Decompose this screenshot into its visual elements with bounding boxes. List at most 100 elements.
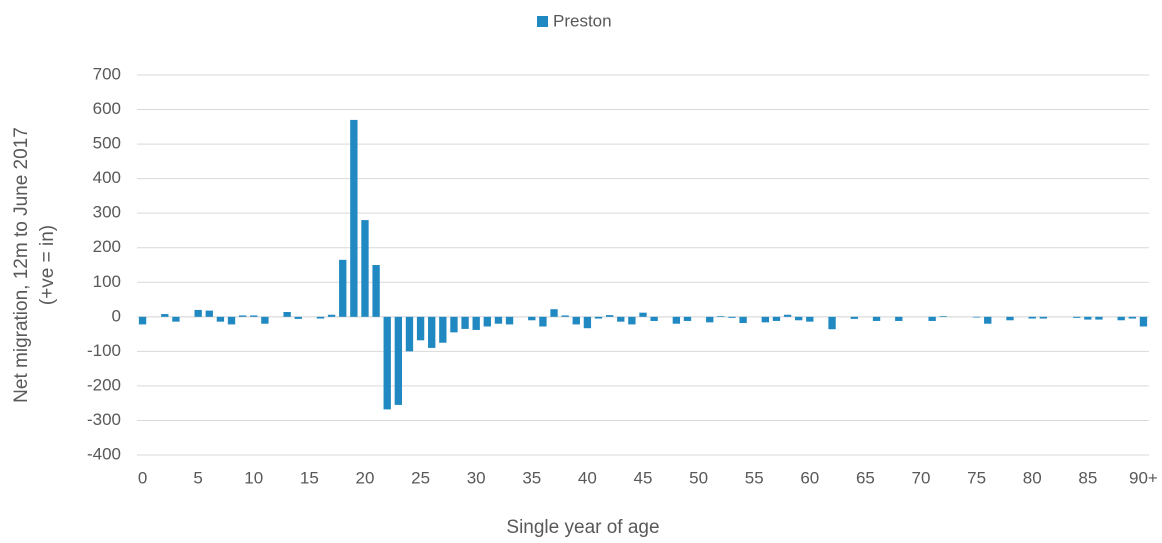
bar bbox=[583, 316, 592, 329]
bar bbox=[483, 316, 491, 327]
bar bbox=[561, 315, 569, 317]
y-axis-label: Net migration, 12m to June 2017 bbox=[11, 127, 32, 403]
x-tick-label: 45 bbox=[634, 468, 653, 487]
bar bbox=[172, 316, 180, 322]
bar bbox=[439, 316, 447, 343]
bar bbox=[806, 316, 814, 322]
bar bbox=[895, 316, 903, 321]
bar bbox=[617, 316, 625, 322]
bar bbox=[939, 316, 947, 317]
y-tick-label: 400 bbox=[93, 168, 121, 187]
x-tick-label: 65 bbox=[856, 468, 875, 487]
bar bbox=[472, 316, 480, 330]
bar bbox=[161, 314, 169, 317]
bar bbox=[1117, 316, 1125, 321]
bar bbox=[928, 316, 936, 321]
bar bbox=[327, 314, 336, 317]
bar bbox=[550, 309, 558, 317]
x-tick-label: 60 bbox=[800, 468, 819, 487]
bar bbox=[639, 312, 647, 317]
x-tick-label: 40 bbox=[578, 468, 597, 487]
bar bbox=[594, 316, 603, 319]
bar bbox=[1095, 316, 1103, 320]
bar bbox=[416, 316, 425, 341]
bar bbox=[361, 220, 369, 317]
bar bbox=[984, 316, 992, 324]
bar bbox=[783, 314, 792, 317]
bar bbox=[761, 316, 769, 323]
bar bbox=[739, 316, 747, 324]
x-tick-label: 25 bbox=[411, 468, 430, 487]
bar bbox=[238, 315, 247, 317]
bar bbox=[194, 309, 202, 317]
bar bbox=[505, 316, 514, 325]
bar bbox=[1084, 316, 1092, 320]
y-tick-label: 500 bbox=[93, 134, 121, 153]
x-tick-label: 5 bbox=[193, 468, 202, 487]
bar bbox=[528, 316, 536, 321]
bar bbox=[650, 316, 658, 321]
bar bbox=[494, 316, 503, 324]
bar bbox=[405, 316, 414, 352]
bar bbox=[828, 316, 836, 330]
x-tick-label: 90+ bbox=[1129, 468, 1158, 487]
bar bbox=[1039, 316, 1048, 319]
bar bbox=[261, 316, 269, 324]
bar bbox=[795, 316, 803, 321]
bar bbox=[872, 316, 881, 321]
bar bbox=[428, 316, 436, 348]
bar bbox=[372, 265, 380, 317]
bar bbox=[394, 316, 403, 405]
x-tick-label: 10 bbox=[244, 468, 263, 487]
bar bbox=[250, 315, 258, 317]
x-tick-label: 75 bbox=[967, 468, 986, 487]
bar bbox=[316, 316, 325, 319]
bar bbox=[772, 316, 781, 321]
bar bbox=[227, 316, 236, 325]
bar bbox=[205, 310, 213, 317]
legend-label: Preston bbox=[553, 11, 612, 30]
x-tick-label: 30 bbox=[467, 468, 486, 487]
bar bbox=[683, 316, 692, 321]
bar bbox=[1073, 316, 1081, 318]
x-tick-label: 35 bbox=[522, 468, 541, 487]
y-tick-label: -300 bbox=[87, 410, 121, 429]
bar bbox=[672, 316, 681, 324]
bar bbox=[350, 119, 358, 317]
bar bbox=[850, 316, 858, 319]
bar bbox=[294, 316, 302, 319]
bar bbox=[572, 316, 580, 325]
bar bbox=[450, 316, 458, 333]
y-tick-label: 0 bbox=[112, 306, 121, 325]
y-tick-label: -100 bbox=[87, 341, 121, 360]
bar bbox=[972, 316, 981, 318]
bar bbox=[216, 316, 225, 322]
x-tick-label: 50 bbox=[689, 468, 708, 487]
x-tick-label: 20 bbox=[356, 468, 375, 487]
x-tick-label: 80 bbox=[1023, 468, 1042, 487]
x-tick-label: 15 bbox=[300, 468, 319, 487]
bar bbox=[628, 316, 636, 325]
bar bbox=[539, 316, 547, 327]
bar bbox=[728, 316, 736, 318]
bar bbox=[339, 259, 347, 317]
legend-swatch bbox=[537, 16, 548, 27]
x-axis-label: Single year of age bbox=[506, 517, 659, 538]
bar bbox=[1028, 316, 1036, 319]
y-axis-label: (+ve = in) bbox=[37, 225, 58, 305]
x-tick-label: 0 bbox=[138, 468, 147, 487]
bar bbox=[1128, 316, 1136, 319]
y-tick-label: 700 bbox=[93, 64, 121, 83]
y-tick-label: 100 bbox=[93, 272, 121, 291]
x-tick-label: 70 bbox=[912, 468, 931, 487]
bar bbox=[383, 316, 391, 410]
y-tick-label: -200 bbox=[87, 375, 121, 394]
y-tick-label: -400 bbox=[87, 444, 121, 463]
bar bbox=[283, 311, 291, 317]
y-tick-label: 200 bbox=[93, 237, 121, 256]
bar bbox=[1139, 316, 1148, 327]
bar bbox=[706, 316, 714, 323]
y-tick-label: 600 bbox=[93, 99, 121, 118]
x-tick-label: 55 bbox=[745, 468, 764, 487]
